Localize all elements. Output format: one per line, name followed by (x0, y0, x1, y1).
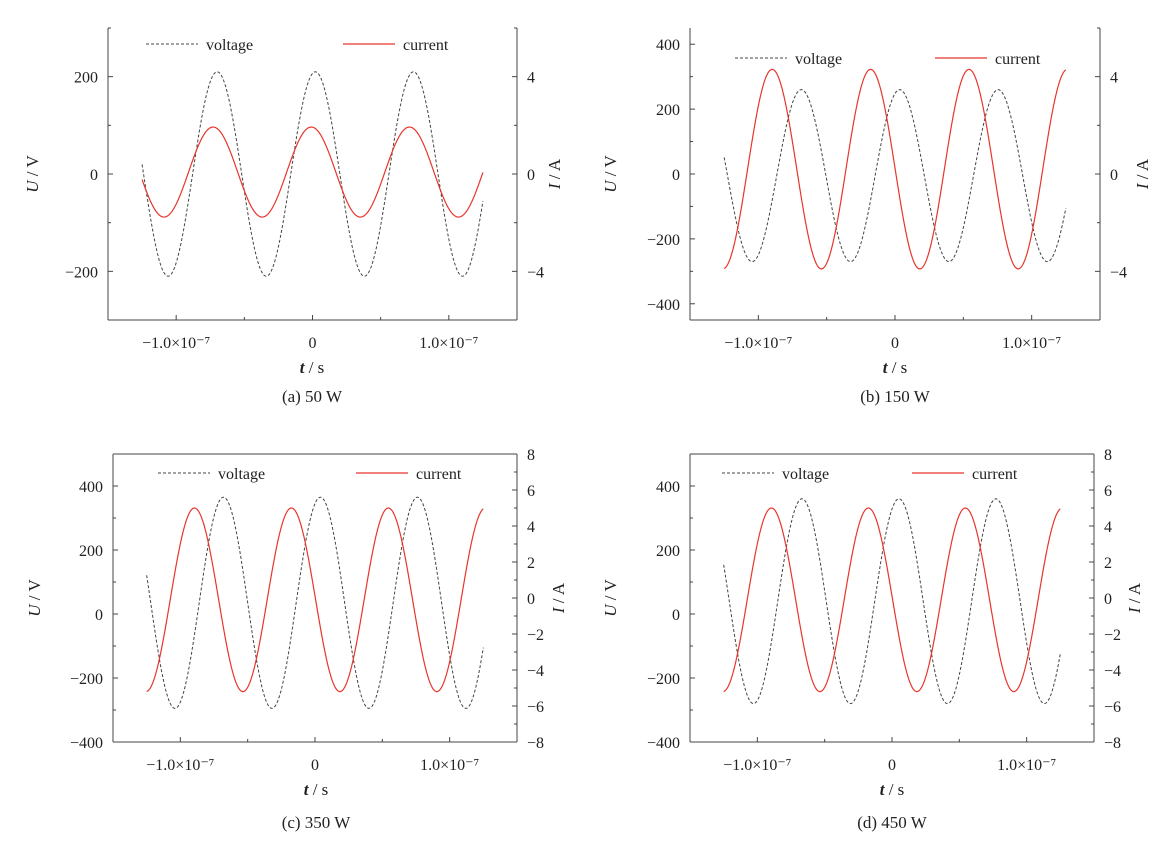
y2-tick-label: 0 (527, 591, 535, 608)
series-current-line (146, 507, 484, 693)
y1-tick-label: 200 (79, 543, 103, 560)
y1-axis-title: U / V (601, 155, 620, 193)
series-current-line (723, 68, 1067, 270)
series-current-line (141, 126, 484, 218)
y1-tick-label: 200 (74, 70, 98, 87)
y2-axis-title: I / A (545, 158, 564, 190)
x-tick-label: 1.0×10⁻⁷ (420, 757, 479, 774)
y1-tick-label: 200 (656, 543, 680, 560)
x-tick-label: 0 (888, 757, 896, 774)
series-voltage-line (146, 496, 484, 709)
y2-axis-title: I / A (549, 582, 568, 614)
y1-tick-label: 400 (656, 479, 680, 496)
legend-voltage-label: voltage (206, 37, 253, 54)
y2-axis-title: I / A (1125, 582, 1144, 614)
x-tick-label: −1.0×10⁻⁷ (146, 757, 214, 774)
x-tick-label: −1.0×10⁻⁷ (724, 335, 792, 352)
y1-tick-label: 0 (90, 167, 98, 184)
x-tick-label: 0 (309, 335, 317, 352)
y2-tick-label: −2 (527, 627, 544, 644)
y2-tick-label: 4 (1104, 519, 1112, 536)
y1-axis-title: U / V (23, 155, 42, 193)
legend-voltage-label: voltage (782, 466, 829, 483)
y1-tick-label: 400 (656, 37, 680, 54)
legend-current-label: current (995, 51, 1041, 68)
y1-tick-label: 0 (672, 167, 680, 184)
y1-tick-label: −400 (70, 735, 103, 752)
x-axis-title: t / s (300, 358, 325, 377)
y1-tick-label: −200 (65, 264, 98, 281)
x-tick-label: 0 (311, 757, 319, 774)
y1-tick-label: 400 (79, 479, 103, 496)
x-tick-label: 1.0×10⁻⁷ (1002, 335, 1061, 352)
series-voltage-line (723, 89, 1067, 263)
y2-tick-label: 2 (527, 555, 535, 572)
y2-tick-label: −8 (1104, 735, 1121, 752)
chart-panel-4: −400 −200 0 200 400 −8 −6 −4 −2 0 2 4 6 8 −1.0×10⁻⁷ 0 1.… (601, 447, 1144, 832)
y1-tick-label: −200 (70, 671, 103, 688)
y2-tick-label: 6 (527, 483, 535, 500)
legend-current-label: current (416, 466, 462, 483)
y2-tick-label: −2 (1104, 627, 1121, 644)
y1-tick-label: 200 (656, 102, 680, 119)
chart-panel-1: −200 0 200 −4 0 4 −1.0×10⁻⁷ 0 1.0×10⁻⁷ t / s U / V… (23, 27, 564, 406)
y2-tick-label: −4 (527, 663, 544, 680)
chart-panel-3: −400 −200 0 200 400 −8 −6 −4 −2 0 2 4 6 8 −1.0×10⁻⁷ 0 1.… (25, 447, 568, 832)
y1-tick-label: 0 (95, 607, 103, 624)
x-tick-label: −1.0×10⁻⁷ (723, 757, 791, 774)
x-axis-title: t / s (880, 780, 905, 799)
y2-tick-label: 8 (1104, 447, 1112, 464)
panel-caption: (a) 50 W (282, 387, 343, 406)
legend-current-label: current (403, 37, 449, 54)
y2-tick-label: −6 (527, 699, 544, 716)
x-axis-title: t / s (304, 780, 329, 799)
y2-tick-label: 8 (527, 447, 535, 464)
y2-tick-label: 4 (527, 70, 535, 87)
y2-tick-label: −4 (1104, 663, 1121, 680)
y2-axis-title: I / A (1133, 158, 1152, 190)
y1-axis-title: U / V (601, 579, 620, 617)
series-voltage-line (723, 498, 1061, 705)
panel-caption: (d) 450 W (857, 813, 928, 832)
legend-voltage-label: voltage (218, 466, 265, 483)
y1-tick-label: −400 (647, 735, 680, 752)
y2-tick-label: −4 (1110, 264, 1127, 281)
y1-tick-label: −200 (647, 671, 680, 688)
y1-tick-label: −200 (647, 232, 680, 249)
y2-tick-label: 2 (1104, 555, 1112, 572)
x-tick-label: 1.0×10⁻⁷ (419, 335, 478, 352)
x-tick-label: 1.0×10⁻⁷ (997, 757, 1056, 774)
x-axis-title: t / s (883, 358, 908, 377)
series-current-line (723, 507, 1061, 693)
y1-tick-label: 0 (672, 607, 680, 624)
y2-tick-label: 4 (527, 519, 535, 536)
y2-tick-label: 6 (1104, 483, 1112, 500)
legend-voltage-label: voltage (795, 51, 842, 68)
y2-tick-label: 0 (527, 167, 535, 184)
y2-tick-label: 4 (1110, 70, 1118, 87)
legend-current-label: current (972, 466, 1018, 483)
x-tick-label: −1.0×10⁻⁷ (142, 335, 210, 352)
x-tick-label: 0 (891, 335, 899, 352)
y2-tick-label: −4 (527, 264, 544, 281)
panel-caption: (c) 350 W (282, 813, 352, 832)
y1-axis-title: U / V (25, 579, 44, 617)
y2-tick-label: 0 (1110, 167, 1118, 184)
y2-tick-label: −6 (1104, 699, 1121, 716)
y2-tick-label: 0 (1104, 591, 1112, 608)
y1-tick-label: −400 (647, 297, 680, 314)
chart-panel-2: −400 −200 0 200 400 −4 0 4 −1.0×10⁻⁷ 0 1.0×10⁻⁷ t /… (601, 27, 1152, 406)
panel-caption: (b) 150 W (860, 387, 931, 406)
y2-tick-label: −8 (527, 735, 544, 752)
series-voltage-line (141, 71, 484, 277)
